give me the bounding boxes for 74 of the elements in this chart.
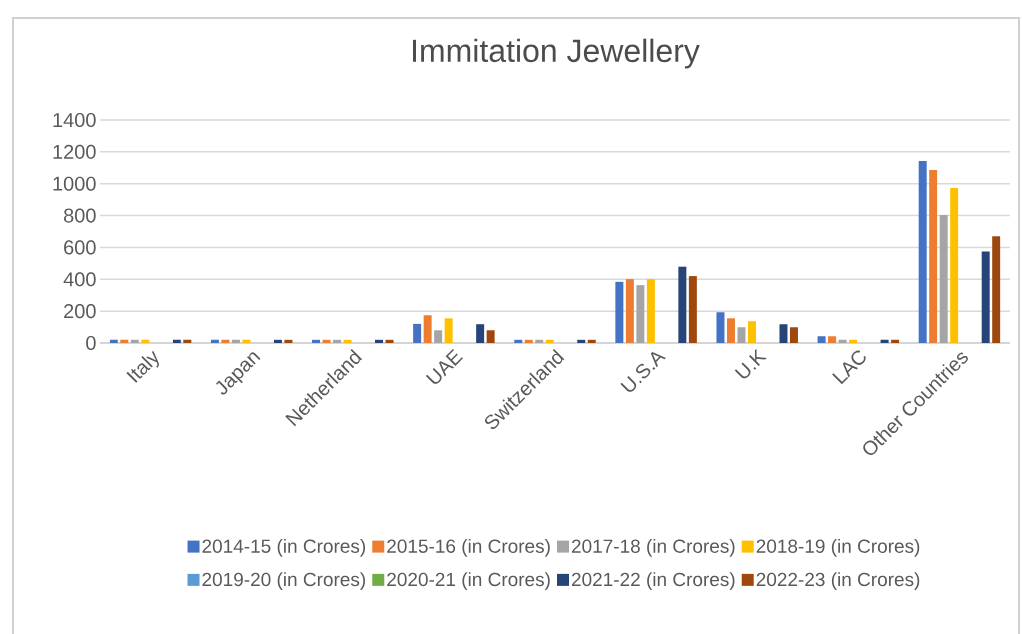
y-tick-label: 800 bbox=[63, 208, 96, 223]
legend-label: 2022-23 (in Crores) bbox=[756, 572, 920, 590]
bar bbox=[413, 323, 422, 343]
legend-label: 2017-18 (in Crores) bbox=[571, 538, 735, 557]
bar bbox=[981, 251, 990, 343]
legend-label: 2018-19 (in Crores) bbox=[756, 538, 920, 557]
bar bbox=[109, 339, 118, 343]
bar bbox=[535, 339, 544, 343]
legend-label: 2015-16 (in Crores) bbox=[387, 538, 550, 557]
bar bbox=[524, 339, 533, 343]
bar bbox=[838, 339, 847, 343]
legend-label: 2014-15 (in Crores) bbox=[202, 538, 366, 557]
bar bbox=[444, 318, 453, 343]
bar bbox=[950, 188, 959, 343]
bar bbox=[577, 339, 586, 343]
bar bbox=[817, 336, 826, 343]
bar bbox=[343, 339, 352, 343]
y-tick-label: 0 bbox=[86, 335, 96, 351]
bar bbox=[891, 339, 900, 343]
x-tick-label: U.K bbox=[734, 348, 767, 379]
bar bbox=[210, 339, 219, 343]
legend-label: 2019-20 (in Crores) bbox=[202, 572, 366, 590]
bar bbox=[434, 330, 443, 343]
bar bbox=[312, 339, 321, 343]
bar bbox=[929, 170, 938, 343]
y-tick-label: 1200 bbox=[53, 144, 96, 159]
bar bbox=[476, 324, 485, 343]
bar bbox=[918, 160, 927, 343]
bar bbox=[636, 285, 645, 343]
bar bbox=[322, 339, 331, 343]
bar bbox=[789, 327, 798, 343]
y-tick-label: 200 bbox=[64, 304, 96, 319]
bar bbox=[333, 339, 342, 343]
bar bbox=[130, 339, 139, 343]
bar bbox=[828, 336, 837, 343]
bar bbox=[120, 339, 129, 343]
y-tick-label: 1000 bbox=[53, 176, 96, 191]
bar bbox=[273, 339, 282, 343]
bar bbox=[678, 266, 687, 343]
legend-label: 2021-22 (in Crores) bbox=[571, 572, 735, 590]
bar bbox=[737, 327, 746, 343]
bar bbox=[880, 339, 889, 343]
bar bbox=[625, 279, 634, 343]
bar bbox=[221, 339, 230, 343]
bar bbox=[284, 339, 293, 343]
bar bbox=[172, 339, 181, 343]
bar bbox=[242, 339, 251, 343]
bar bbox=[514, 339, 523, 343]
bar bbox=[646, 279, 655, 343]
bar bbox=[375, 339, 384, 343]
bar bbox=[231, 339, 240, 343]
x-tick-label: Italy bbox=[126, 350, 159, 383]
bar bbox=[688, 276, 697, 343]
bar bbox=[141, 339, 150, 343]
bar bbox=[587, 339, 596, 343]
bar bbox=[615, 281, 624, 343]
bar bbox=[385, 339, 394, 343]
chart-title: Immitation Jewellery bbox=[413, 38, 700, 69]
bar bbox=[779, 324, 788, 343]
bar bbox=[747, 321, 756, 343]
y-tick-label: 1400 bbox=[53, 112, 96, 128]
legend-label: 2020-21 (in Crores) bbox=[387, 572, 550, 590]
bar bbox=[992, 236, 1001, 343]
bar bbox=[423, 315, 432, 343]
bar bbox=[726, 318, 735, 343]
bar bbox=[716, 312, 725, 343]
y-tick-label: 600 bbox=[64, 240, 96, 255]
bar bbox=[939, 215, 948, 343]
bar bbox=[183, 339, 192, 343]
x-tick-label: LAC bbox=[832, 350, 866, 385]
bar bbox=[486, 330, 495, 343]
bar bbox=[849, 339, 858, 343]
y-tick-label: 400 bbox=[63, 272, 96, 287]
bar bbox=[545, 339, 554, 343]
